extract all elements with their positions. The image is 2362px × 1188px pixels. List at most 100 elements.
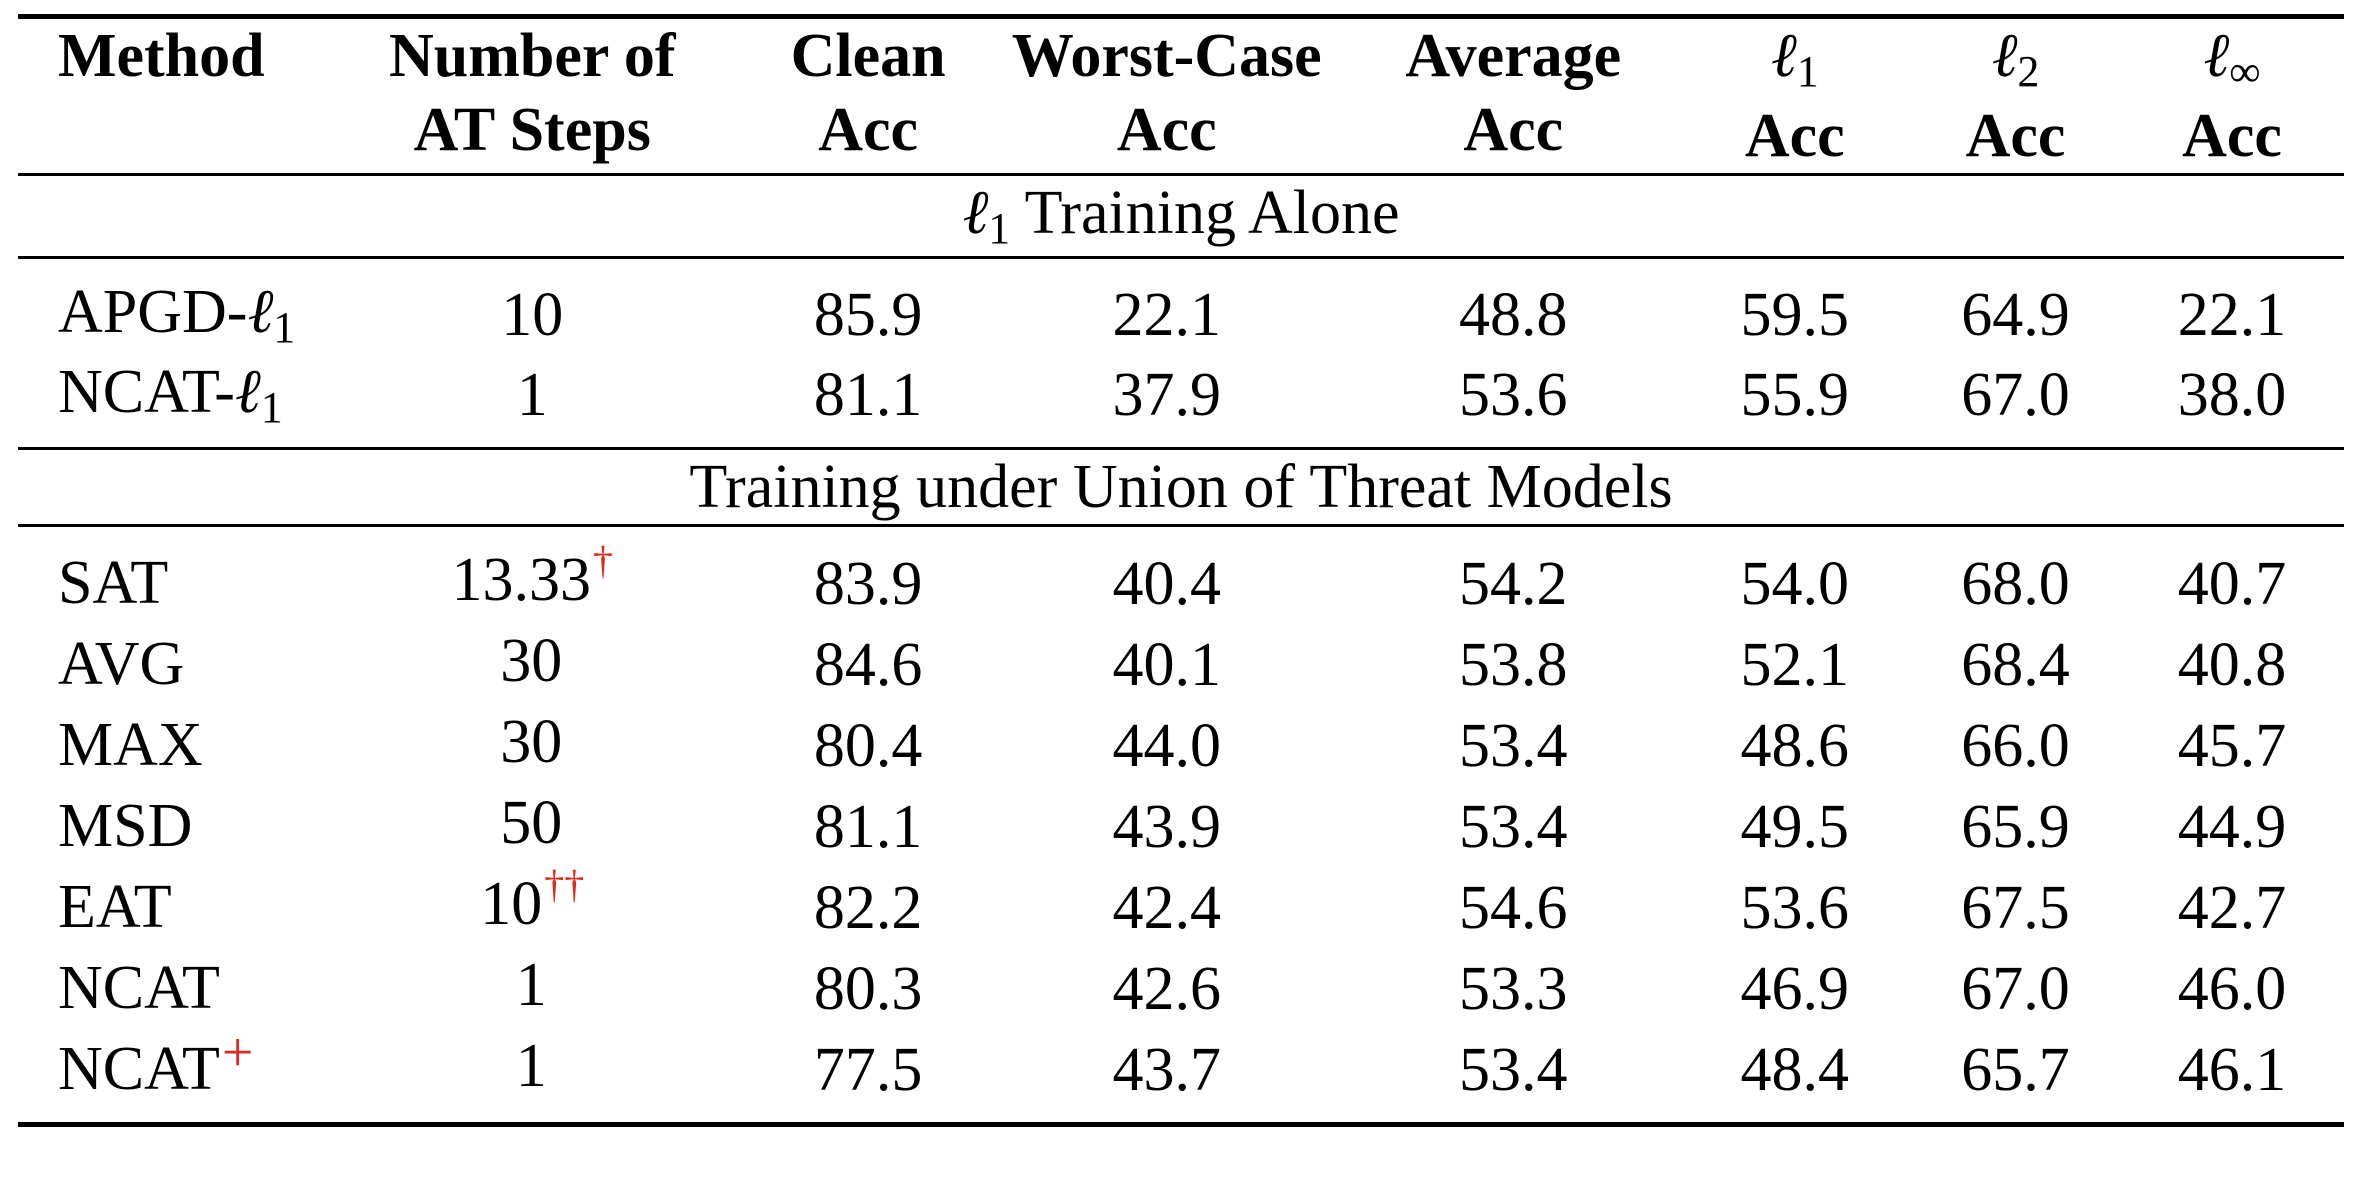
cell-clean: 83.9 xyxy=(750,524,986,624)
header-linf-acc: ℓ∞ Acc xyxy=(2120,14,2344,175)
cell-worst: 22.1 xyxy=(985,256,1348,355)
section-l1-training: ℓ1 Training Alone xyxy=(18,173,2344,258)
table-row: EAT 10†† 82.2 42.4 54.6 53.6 67.5 42.7 xyxy=(18,862,2344,948)
section-union-training: Training under Union of Threat Models xyxy=(18,447,2344,526)
cell-linf: 42.7 xyxy=(2177,873,2287,942)
cell-avg: 54.2 xyxy=(1348,524,1679,624)
cell-linf: 38.0 xyxy=(2177,361,2287,429)
cell-method: NCAT xyxy=(58,953,220,1022)
cell-l1: 48.6 xyxy=(1740,711,1850,780)
cell-avg: 53.6 xyxy=(1459,361,1568,429)
header-worst-case-acc: Worst-Case Acc xyxy=(985,14,1348,175)
cell-clean: 84.6 xyxy=(813,630,923,699)
cell-avg: 54.6 xyxy=(1459,873,1568,942)
cell-clean: 81.1 xyxy=(813,361,923,429)
cell-l1: 46.9 xyxy=(1740,954,1850,1023)
table-row: AVG 30 84.6 40.1 53.8 52.1 68.4 40.8 xyxy=(18,624,2344,705)
section-l1-rows: APGD-ℓ1 10 85.9 22.1 48.8 59.5 64.9 22.1… xyxy=(18,256,2344,449)
cell-avg: 53.4 xyxy=(1459,711,1568,780)
cell-avg: 53.4 xyxy=(1459,792,1568,861)
cell-l2: 67.0 xyxy=(1961,954,2070,1023)
cell-worst: 40.4 xyxy=(985,524,1348,624)
cell-method: AVG xyxy=(58,629,185,698)
cell-steps: 30 xyxy=(500,627,563,695)
dagger-mark: † xyxy=(593,538,614,583)
cell-steps: 30 xyxy=(500,708,563,776)
table-row: SAT 13.33† 83.9 40.4 54.2 54.0 68.0 40.7 xyxy=(18,524,2344,624)
cell-worst: 43.7 xyxy=(985,1029,1348,1127)
cell-l2: 68.0 xyxy=(1911,524,2121,624)
cell-method: EAT xyxy=(58,872,172,941)
cell-l2: 67.0 xyxy=(1961,361,2070,429)
header-l1-acc: ℓ1 Acc xyxy=(1678,14,1912,175)
double-dagger-mark: †† xyxy=(544,862,585,907)
cell-worst: 42.4 xyxy=(1112,873,1221,942)
table-row: NCAT 1 80.3 42.6 53.3 46.9 67.0 46.0 xyxy=(18,948,2344,1029)
cell-method: MSD xyxy=(58,791,193,860)
cell-avg: 48.8 xyxy=(1348,256,1679,355)
cell-linf: 44.9 xyxy=(2177,792,2287,861)
cell-worst: 44.0 xyxy=(1112,711,1221,780)
cell-clean: 82.2 xyxy=(813,873,923,942)
cell-worst: 43.9 xyxy=(1112,792,1221,861)
header-steps: Number of AT Steps xyxy=(313,14,751,175)
cell-l2: 65.9 xyxy=(1961,792,2070,861)
cell-l2: 68.4 xyxy=(1961,630,2070,699)
cell-l2: 67.5 xyxy=(1961,873,2070,942)
cell-steps: 10 xyxy=(313,256,751,355)
cell-method: NCAT+ xyxy=(18,1022,314,1127)
cell-avg: 53.8 xyxy=(1459,630,1568,699)
cell-clean: 80.3 xyxy=(813,954,923,1023)
cell-l1: 53.6 xyxy=(1740,873,1850,942)
cell-l1: 54.0 xyxy=(1678,524,1912,624)
cell-method: NCAT-ℓ1 xyxy=(58,358,283,432)
cell-linf: 22.1 xyxy=(2120,256,2344,355)
header-average-acc: Average Acc xyxy=(1348,14,1679,175)
cell-clean: 77.5 xyxy=(750,1029,986,1127)
cell-steps: 1 xyxy=(313,1029,751,1127)
cell-avg: 53.4 xyxy=(1348,1029,1679,1127)
cell-l2: 64.9 xyxy=(1911,256,2121,355)
cell-clean: 81.1 xyxy=(813,792,923,861)
cell-clean: 85.9 xyxy=(750,256,986,355)
cell-linf: 40.7 xyxy=(2120,524,2344,624)
cell-l2: 66.0 xyxy=(1961,711,2070,780)
cell-method: SAT xyxy=(18,524,314,624)
plus-mark: + xyxy=(221,1021,254,1084)
table-row: NCAT+ 1 77.5 43.7 53.4 48.4 65.7 46.1 xyxy=(18,1022,2344,1127)
cell-worst: 42.6 xyxy=(1112,954,1221,1023)
cell-l1: 48.4 xyxy=(1678,1029,1912,1127)
section-title: Training under Union of Threat Models xyxy=(18,447,2344,526)
header-method: Method xyxy=(18,14,314,175)
cell-steps: 50 xyxy=(500,789,563,857)
cell-l1: 49.5 xyxy=(1740,792,1850,861)
cell-linf: 46.1 xyxy=(2120,1029,2344,1127)
cell-steps: 13.33† xyxy=(313,524,751,624)
cell-steps: 1 xyxy=(515,951,547,1019)
section-union-rows: SAT 13.33† 83.9 40.4 54.2 54.0 68.0 40.7… xyxy=(18,524,2344,1127)
header-l2-acc: ℓ2 Acc xyxy=(1911,14,2121,175)
table-row: MSD 50 81.1 43.9 53.4 49.5 65.9 44.9 xyxy=(18,786,2344,867)
cell-worst: 40.1 xyxy=(1112,630,1221,699)
cell-l1: 55.9 xyxy=(1740,361,1850,429)
cell-l2: 65.7 xyxy=(1911,1029,2121,1127)
cell-l1: 52.1 xyxy=(1740,630,1850,699)
results-table: Method Number of AT Steps Clean Acc Wors… xyxy=(18,14,2344,1127)
cell-linf: 40.8 xyxy=(2177,630,2287,699)
cell-linf: 45.7 xyxy=(2177,711,2287,780)
table-row: MAX 30 80.4 44.0 53.4 48.6 66.0 45.7 xyxy=(18,705,2344,786)
cell-method: APGD-ℓ1 xyxy=(18,256,314,355)
cell-clean: 80.4 xyxy=(813,711,923,780)
cell-avg: 53.3 xyxy=(1459,954,1568,1023)
cell-worst: 37.9 xyxy=(1112,361,1221,429)
cell-linf: 46.0 xyxy=(2177,954,2287,1023)
cell-steps: 1 xyxy=(516,361,548,429)
table-row: NCAT-ℓ1 1 81.1 37.9 53.6 55.9 67.0 38.0 xyxy=(18,355,2344,449)
table-row: APGD-ℓ1 10 85.9 22.1 48.8 59.5 64.9 22.1 xyxy=(18,256,2344,355)
cell-steps: 10†† xyxy=(480,862,585,938)
cell-method: MAX xyxy=(58,710,203,779)
section-title: ℓ1 Training Alone xyxy=(18,173,2344,258)
header-clean-acc: Clean Acc xyxy=(750,14,986,175)
cell-l1: 59.5 xyxy=(1678,256,1912,355)
